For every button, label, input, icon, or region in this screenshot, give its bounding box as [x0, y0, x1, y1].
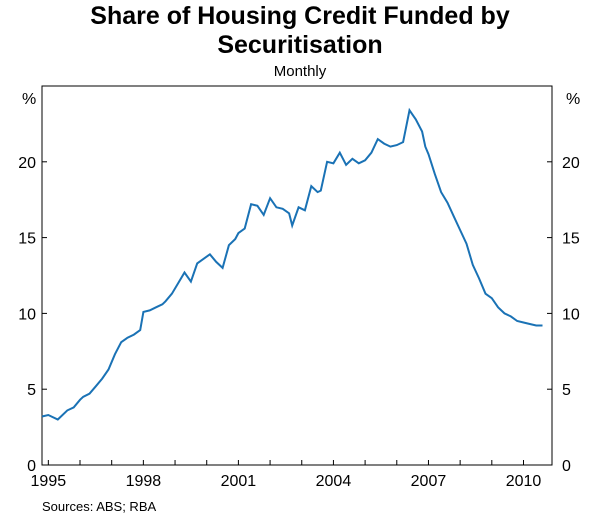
x-tick-label: 2007	[411, 473, 447, 490]
y-tick-label-left: 0	[27, 458, 36, 475]
plot-frame	[41, 85, 553, 466]
chart-subtitle: Monthly	[273, 63, 327, 80]
series-line	[41, 107, 543, 421]
x-tick-label: 1995	[31, 473, 67, 490]
ticks-layer: 0 0 5 5 10 10 15 15 20 20 1995 1998 2001 2004 2007 2010	[18, 155, 580, 490]
source-note: Sources: ABS; RBA	[42, 499, 157, 514]
x-tick-label: 1998	[126, 473, 162, 490]
y-tick-label-left: 5	[27, 382, 36, 399]
y-tick-label-right: 10	[562, 306, 580, 323]
x-tick-label: 2004	[316, 473, 352, 490]
x-tick-label: 2001	[221, 473, 257, 490]
y-tick-label-right: 20	[562, 155, 580, 172]
y-unit-label-left: %	[22, 91, 36, 108]
y-tick-label-right: 5	[562, 382, 571, 399]
y-tick-label-right: 15	[562, 231, 580, 248]
x-tick-label: 2010	[506, 473, 542, 490]
y-tick-label-left: 15	[18, 231, 36, 248]
y-unit-label-right: %	[566, 91, 580, 108]
chart-title-line2: Securitisation	[217, 31, 383, 59]
y-tick-label-left: 20	[18, 155, 36, 172]
chart-title: Share of Housing Credit Funded by Securi…	[0, 2, 600, 60]
y-tick-label-right: 0	[562, 458, 571, 475]
chart-title-line1: Share of Housing Credit Funded by	[90, 2, 510, 30]
y-tick-label-left: 10	[18, 306, 36, 323]
